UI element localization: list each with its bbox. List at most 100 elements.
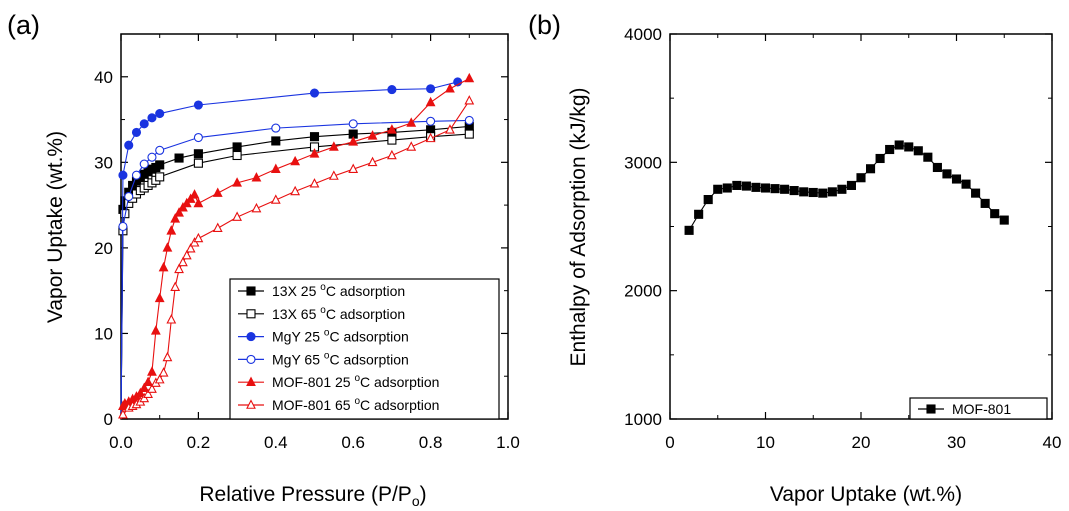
data-point: [464, 95, 475, 105]
data-point: [147, 152, 157, 162]
panel-b-label: (b): [528, 10, 561, 40]
series-mof-801: [684, 140, 1009, 235]
data-point: [155, 160, 165, 170]
data-point: [155, 109, 165, 119]
data-point: [193, 197, 204, 208]
data-point: [124, 140, 134, 150]
data-point: [155, 172, 165, 182]
data-point: [348, 136, 359, 146]
data-point: [232, 177, 243, 187]
data-point: [387, 135, 397, 145]
data-point: [445, 124, 455, 134]
data-point: [328, 141, 339, 151]
data-point: [426, 84, 436, 94]
data-point: [189, 189, 200, 199]
data-point: [154, 373, 165, 384]
legend-label: MOF-801 65 oC adsorption: [272, 396, 439, 413]
data-point: [212, 222, 223, 233]
data-point: [271, 136, 281, 146]
panel-b-x-tick-label: 20: [852, 433, 871, 452]
data-point: [174, 207, 184, 217]
data-point: [309, 148, 320, 158]
data-point: [193, 100, 203, 110]
data-point: [348, 119, 358, 129]
data-point: [348, 163, 359, 173]
legend-marker: [246, 354, 256, 364]
panel-a-label: (a): [7, 10, 40, 40]
legend-item: 13X 25 oC adsorption: [238, 282, 405, 299]
data-point: [865, 164, 876, 174]
data-point: [999, 215, 1009, 225]
legend-label: MOF-801: [952, 401, 1011, 417]
data-point: [367, 156, 378, 167]
panel-a-x-tick-label: 1.0: [496, 433, 520, 452]
panel-a-y-tick-label: 20: [94, 239, 113, 258]
data-point: [827, 187, 837, 197]
legend-label: MgY 25 oC adsorption: [272, 328, 409, 345]
legend-item: 13X 65 oC adsorption: [238, 305, 405, 322]
panel-b-plot: (b) 0 10 20 30 40 1000 2000 3000 4000 Enthalpy o…: [528, 10, 1061, 506]
data-point: [193, 232, 204, 243]
panel-b-x-tick-label: 30: [947, 433, 966, 452]
data-point: [464, 129, 474, 139]
data-point: [185, 243, 196, 253]
data-point: [875, 153, 885, 164]
data-point: [328, 170, 339, 180]
data-point: [170, 281, 181, 292]
panel-b-x-tick-label: 0: [665, 433, 674, 452]
data-point: [118, 170, 128, 180]
data-point: [154, 292, 165, 303]
data-point: [367, 130, 378, 140]
panel-b-y-axis-title: Enthalpy of Adsorption (kJ/kg): [567, 88, 590, 367]
data-point: [732, 180, 742, 190]
data-point: [158, 261, 169, 272]
panel-a-x-tick-label: 0.6: [341, 433, 365, 452]
panel-a-x-axis-title-main: Relative Pressure (P/P: [199, 483, 411, 506]
data-point: [139, 119, 149, 129]
data-point: [143, 376, 153, 387]
panel-a-y-tick-label: 40: [94, 68, 113, 87]
data-point: [131, 170, 142, 180]
data-point: [846, 180, 857, 190]
data-point: [760, 183, 771, 193]
data-point: [425, 132, 436, 143]
data-point: [166, 225, 177, 235]
data-point: [150, 325, 161, 335]
panel-b-frame: [669, 33, 1053, 420]
legend-marker: [246, 399, 256, 409]
panel-a-y-tick-label: 0: [104, 410, 113, 429]
data-point: [212, 187, 223, 197]
panel-a-x-tick-label: 0.8: [419, 433, 443, 452]
panel-a-x-axis-title: Relative Pressure (P/Po): [199, 483, 426, 506]
data-point: [885, 144, 895, 155]
legend-item: MgY 65 oC adsorption: [238, 350, 409, 367]
data-point: [818, 188, 828, 198]
data-point: [913, 146, 923, 156]
panel-a-x-axis-title-suffix: ): [420, 483, 427, 506]
data-point: [170, 213, 181, 223]
data-point: [118, 409, 128, 419]
panel-a-x-tick-label: 0.0: [109, 433, 133, 452]
data-point: [923, 152, 933, 162]
data-point: [932, 162, 942, 173]
panel-a-legend-box: [229, 278, 500, 420]
data-point: [799, 187, 809, 197]
data-point: [193, 132, 203, 143]
data-point: [684, 225, 694, 235]
data-point: [147, 383, 157, 393]
panel-b-legend: MOF-801: [909, 397, 1048, 420]
panel-a-y-tick-label: 10: [94, 324, 113, 343]
panel-a-x-tick-label: 0.4: [264, 433, 288, 452]
data-point: [425, 96, 436, 107]
data-point: [309, 132, 320, 142]
data-point: [703, 195, 713, 205]
data-point: [290, 185, 301, 196]
data-point: [270, 194, 281, 204]
data-point: [309, 178, 320, 188]
data-point: [232, 142, 242, 152]
data-point: [271, 123, 281, 133]
legend-marker: [246, 376, 256, 386]
data-point: [780, 184, 790, 194]
data-point: [143, 388, 153, 398]
data-point: [270, 163, 281, 173]
